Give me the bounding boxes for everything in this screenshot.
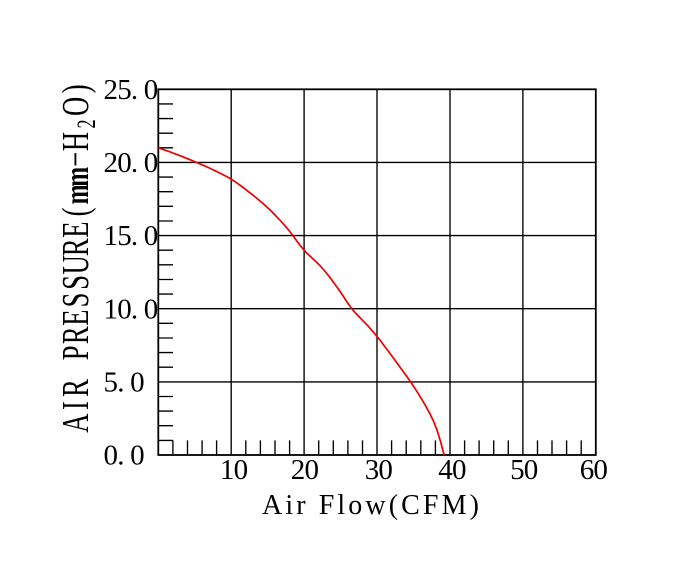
svg-text:60: 60 [580,454,608,486]
svg-text:0. 0: 0. 0 [104,440,145,472]
svg-text:10. 0: 10. 0 [104,293,158,325]
svg-text:AIR PRESSURE(mm−H2O): AIR PRESSURE(mm−H2O) [56,84,101,432]
svg-text:20: 20 [291,454,319,486]
svg-text:30: 30 [365,454,393,486]
svg-text:10: 10 [220,454,248,486]
svg-text:25. 0: 25. 0 [104,74,158,106]
svg-text:15. 0: 15. 0 [104,220,158,252]
svg-text:Air Flow(CFM): Air Flow(CFM) [262,490,482,521]
svg-text:20. 0: 20. 0 [104,147,158,179]
svg-text:50: 50 [510,454,538,486]
svg-text:5. 0: 5. 0 [104,366,145,398]
svg-text:40: 40 [438,454,466,486]
